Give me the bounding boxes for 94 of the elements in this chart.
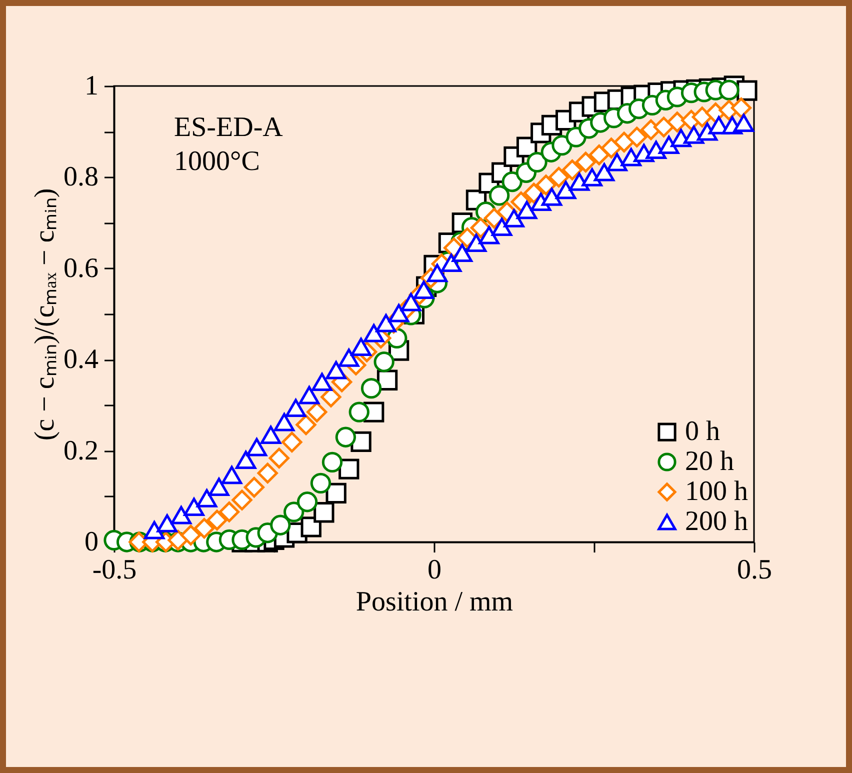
point [274, 412, 295, 432]
annotation: 1000°C [174, 146, 260, 177]
point [588, 144, 610, 166]
point [170, 506, 192, 524]
point [312, 372, 332, 392]
point [260, 426, 282, 444]
y-tick-label: 0.6 [64, 252, 98, 284]
legend-label: 20 h [685, 446, 734, 477]
point [684, 126, 704, 144]
point [338, 348, 360, 367]
legend-label: 100 h [685, 476, 748, 507]
point [296, 414, 316, 436]
point [452, 244, 472, 262]
point [244, 476, 264, 498]
y-tick-label: 1 [84, 70, 98, 102]
y-tick-label: 0.2 [64, 435, 98, 466]
y-tick-label: 0.4 [64, 344, 98, 376]
point [156, 514, 178, 532]
point [541, 188, 562, 206]
point [562, 160, 583, 180]
point [314, 502, 334, 523]
x-tick-label: 0 [428, 554, 442, 586]
point [653, 116, 674, 138]
point [488, 185, 510, 206]
point [575, 152, 596, 172]
point [196, 489, 218, 508]
legend-label: 0 h [685, 416, 720, 447]
point [364, 324, 384, 342]
y-axis-title: (c − cₘᵢₙ)/(cₘₐₓ − cₘᵢₙ) [30, 188, 60, 441]
point [426, 264, 448, 282]
y-tick-label: 0.8 [64, 162, 98, 193]
point [335, 426, 356, 448]
point [692, 106, 712, 128]
point [502, 171, 522, 192]
point [516, 200, 538, 220]
point [285, 398, 306, 418]
point [646, 140, 666, 159]
point [504, 209, 524, 228]
point [320, 386, 342, 408]
point [296, 492, 318, 512]
point [526, 152, 548, 172]
point [300, 516, 322, 538]
point [221, 466, 242, 484]
point [270, 514, 291, 536]
point [326, 482, 346, 504]
point [282, 432, 302, 452]
point [310, 472, 332, 494]
point [326, 360, 346, 380]
point [374, 352, 394, 372]
point [236, 450, 256, 470]
point [348, 402, 370, 422]
x-axis-title: Position / mm [356, 586, 514, 618]
point [218, 502, 240, 522]
legend-label: 200 h [685, 506, 748, 537]
point [194, 518, 215, 539]
point [388, 304, 410, 322]
point [268, 448, 290, 468]
point [208, 478, 230, 496]
point [180, 524, 202, 546]
point [466, 234, 487, 252]
point [338, 458, 360, 480]
point [736, 80, 758, 101]
point [284, 502, 304, 522]
point [144, 521, 165, 540]
x-tick-label: 0.5 [737, 554, 772, 586]
point [400, 293, 422, 312]
point [376, 314, 396, 332]
point [184, 498, 204, 516]
point [552, 134, 572, 156]
point [298, 386, 320, 404]
point [658, 136, 680, 154]
point [536, 174, 556, 196]
point [350, 338, 372, 356]
x-tick-label: -0.5 [92, 554, 137, 586]
point [594, 163, 615, 182]
point [440, 254, 462, 272]
point [206, 510, 228, 530]
y-tick-label: 0 [84, 526, 98, 558]
point [614, 132, 634, 152]
point [730, 98, 752, 118]
point [548, 166, 570, 188]
point [600, 138, 622, 158]
point [556, 180, 576, 200]
point [322, 452, 343, 473]
point [733, 114, 754, 132]
point [257, 462, 278, 484]
point [492, 218, 512, 236]
point [478, 226, 500, 244]
point [360, 378, 382, 399]
point [626, 126, 648, 148]
annotation: ES-ED-A [174, 112, 284, 143]
point [606, 153, 628, 172]
point [246, 438, 268, 456]
point [232, 490, 252, 510]
